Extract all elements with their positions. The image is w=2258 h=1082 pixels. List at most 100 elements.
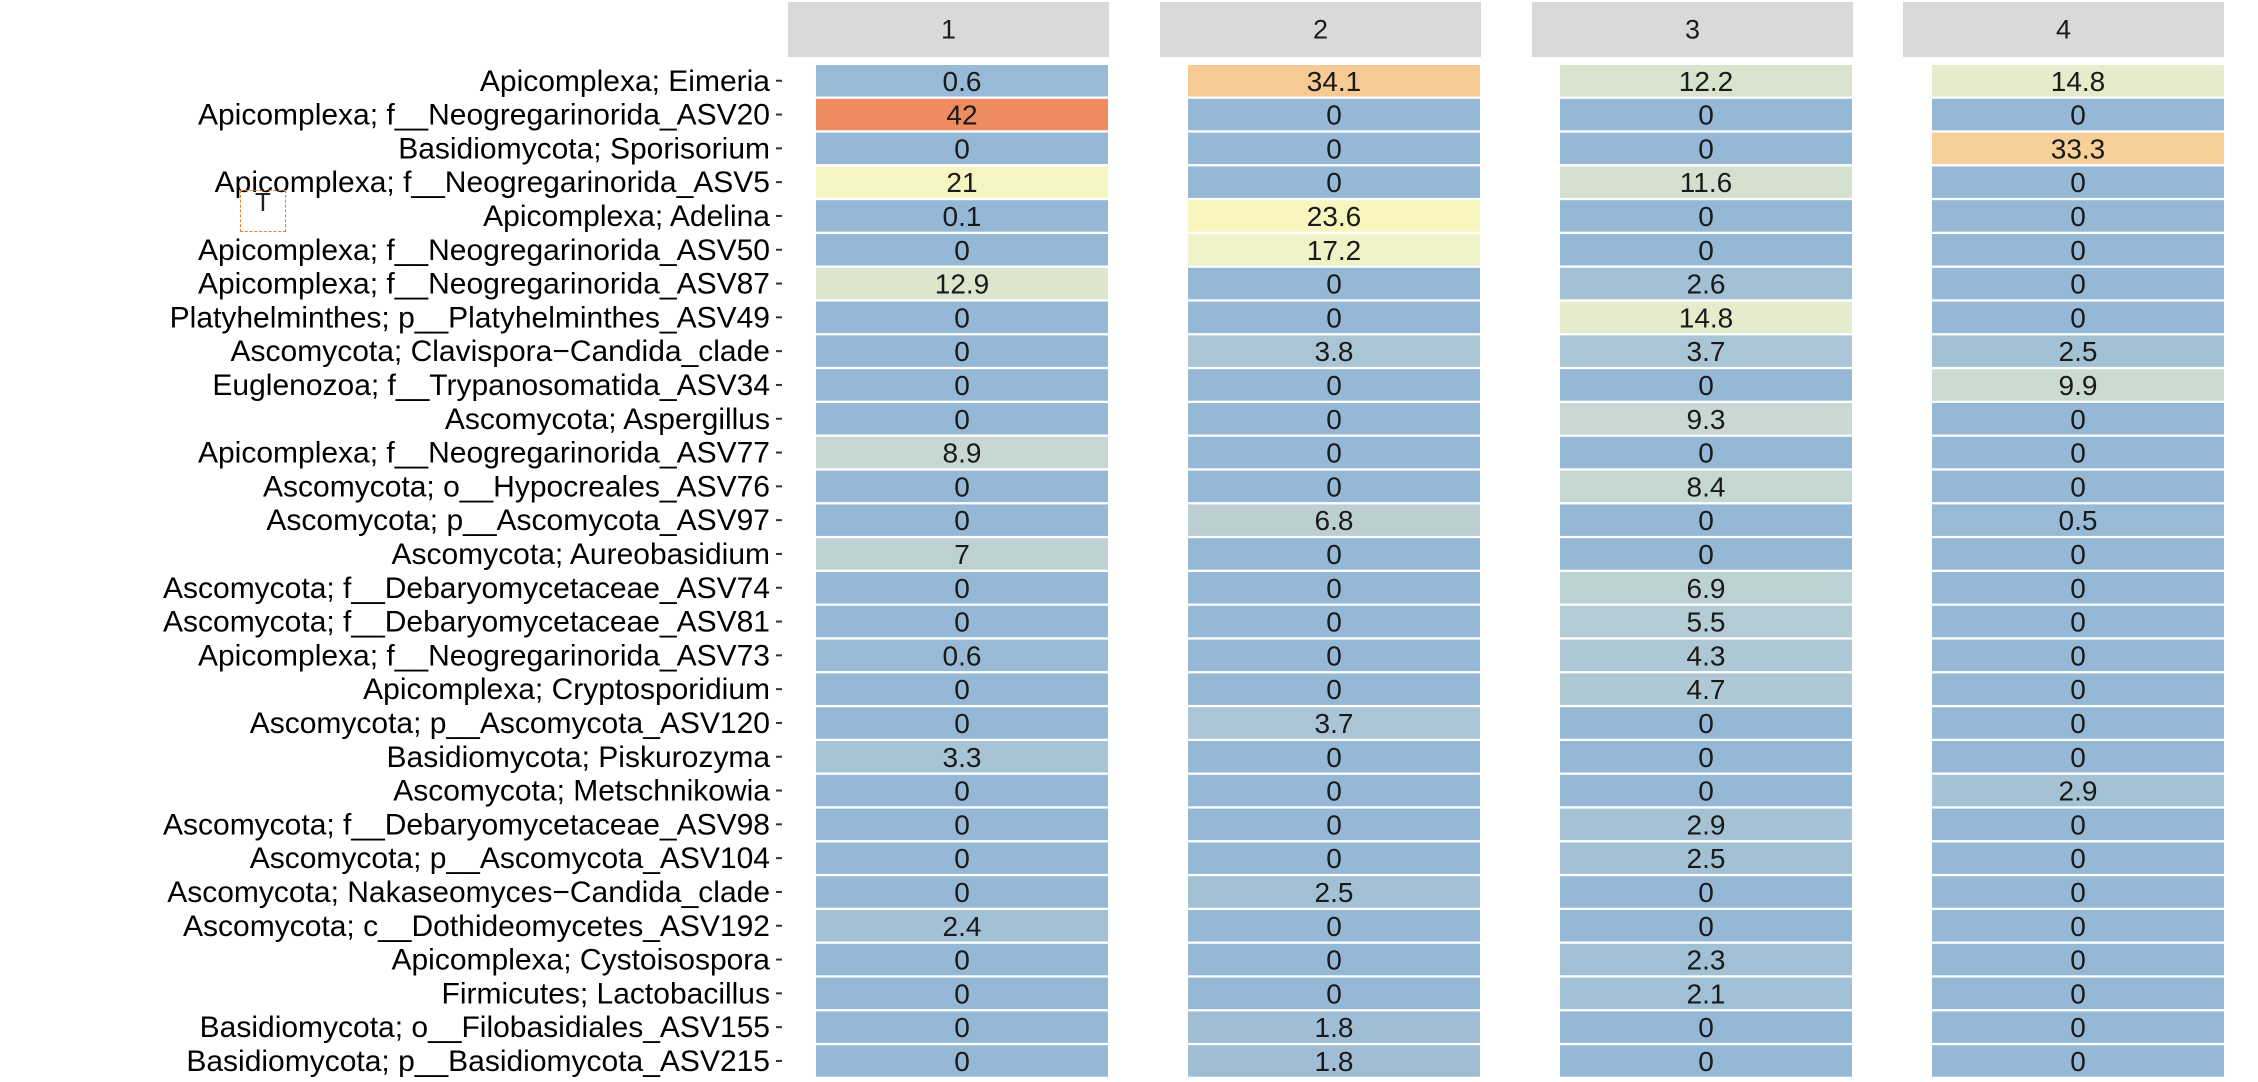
cell-value-label: 0 [2070, 1046, 2086, 1077]
heatmap-cell [1560, 403, 1852, 435]
cell-value-label: 0 [1326, 302, 1342, 333]
heatmap-cell [1188, 741, 1480, 773]
cell-value-label: 2.1 [1687, 978, 1726, 1009]
cell-value-label: 14.8 [1679, 302, 1734, 333]
cell-value-label: 0 [954, 370, 970, 401]
heatmap-cell [1560, 943, 1852, 976]
cell-value-label: 1.8 [1315, 1046, 1354, 1077]
row-label: Ascomycota; Aspergillus [445, 403, 770, 436]
cell-value-label: 0 [1698, 201, 1714, 232]
heatmap-cell [1188, 910, 1480, 942]
heatmap-cell [816, 132, 1108, 165]
cell-value-label: 0 [1326, 809, 1342, 840]
heatmap-cell [1932, 470, 2224, 503]
heatmap-cell [1188, 504, 1480, 536]
row-label: Ascomycota; f__Debaryomycetaceae_ASV74 [163, 572, 770, 605]
row-label: Basidiomycota; p__Basidiomycota_ASV215 [186, 1045, 770, 1078]
cell-value-label: 0 [1698, 1046, 1714, 1077]
cell-value-label: 9.3 [1687, 404, 1726, 435]
cell-value-label: 0 [954, 1046, 970, 1077]
heatmap-cells: 0.6 34.1 12.2 14.842 0 0 00 0 0 33.321 0 11.6 00.1 23… [816, 65, 2224, 1077]
row-label: Apicomplexa; Cryptosporidium [363, 673, 770, 706]
cell-value-label: 0 [2070, 978, 2086, 1009]
row-label: Apicomplexa; f__Neogregarinorida_ASV77 [198, 437, 770, 470]
heatmap-cell [816, 707, 1108, 739]
cell-value-label: 7 [954, 539, 970, 570]
heatmap-cell [1932, 1011, 2224, 1043]
row-label: Apicomplexa; f__Neogregarinorida_ASV50 [198, 234, 770, 267]
heatmap-cell [1188, 335, 1480, 367]
panel-label: 2 [1313, 15, 1328, 45]
heatmap-cell [816, 65, 1108, 97]
heatmap-cell [1560, 267, 1852, 300]
cell-value-label: 0 [954, 505, 970, 536]
cell-value-label: 2.6 [1687, 269, 1726, 300]
cell-value-label: 0 [2070, 269, 2086, 300]
heatmap-cell [1560, 572, 1852, 604]
heatmap-cell [1188, 774, 1480, 807]
cell-value-label: 0 [1326, 843, 1342, 874]
heatmap-cell [1932, 132, 2224, 165]
cell-value-label: 0 [1698, 776, 1714, 807]
cell-value-label: 0 [2070, 1012, 2086, 1043]
row-label: Ascomycota; Metschnikowia [393, 775, 770, 808]
heatmap-cell [1560, 65, 1852, 97]
cell-value-label: 0 [2070, 843, 2086, 874]
heatmap-cell [1932, 707, 2224, 739]
heatmap-cell [1932, 639, 2224, 672]
heatmap-cell [1560, 977, 1852, 1010]
heatmap-cell [1188, 470, 1480, 503]
heatmap-cell [1188, 943, 1480, 976]
cell-value-label: 2.5 [2059, 336, 2098, 367]
heatmap-cell [1188, 65, 1480, 97]
heatmap-cell [1188, 369, 1480, 401]
heatmap-cell [1932, 538, 2224, 570]
row-label: Platyhelminthes; p__Platyhelminthes_ASV4… [170, 301, 770, 334]
heatmap-cell [816, 166, 1108, 198]
heatmap-cell [1188, 267, 1480, 300]
cell-value-label: 0 [1326, 742, 1342, 773]
row-label: Ascomycota; p__Ascomycota_ASV97 [266, 504, 770, 537]
heatmap-cell [1560, 132, 1852, 165]
cell-value-label: 33.3 [2051, 133, 2106, 164]
panel-strip-2 [1160, 2, 1481, 57]
heatmap-cell [816, 200, 1108, 232]
heatmap-cell [1188, 166, 1480, 198]
heatmap-cell [1932, 605, 2224, 638]
heatmap-cell [816, 741, 1108, 773]
heatmap-cell [1188, 673, 1480, 705]
cell-value-label: 0 [2070, 674, 2086, 705]
cell-value-label: 0 [2070, 201, 2086, 232]
cell-value-label: 0 [2070, 573, 2086, 604]
cell-value-label: 0 [1698, 708, 1714, 739]
heatmap-cell [1932, 65, 2224, 97]
heatmap-cell [1188, 301, 1480, 334]
cell-value-label: 0 [1326, 573, 1342, 604]
heatmap-cell [816, 267, 1108, 300]
cell-value-label: 0 [1326, 167, 1342, 198]
cell-value-label: 0 [954, 471, 970, 502]
heatmap-cell [1560, 504, 1852, 536]
row-label: Ascomycota; c__Dothideomycetes_ASV192 [183, 910, 770, 943]
heatmap-cell [1188, 1045, 1480, 1077]
cell-value-label: 0 [954, 404, 970, 435]
heatmap-cell [1560, 1045, 1852, 1077]
row-label: Ascomycota; f__Debaryomycetaceae_ASV98 [163, 808, 770, 841]
cell-value-label: 42 [946, 100, 977, 131]
cell-value-label: 0 [2070, 539, 2086, 570]
heatmap-cell [1188, 200, 1480, 232]
heatmap-cell [1560, 436, 1852, 469]
cell-value-label: 8.9 [943, 438, 982, 469]
cell-value-label: 0 [2070, 404, 2086, 435]
cell-value-label: 0 [1698, 877, 1714, 908]
row-label: Apicomplexa; Eimeria [480, 65, 770, 98]
cell-value-label: 0 [1698, 133, 1714, 164]
cell-value-label: 0 [954, 843, 970, 874]
cell-value-label: 0 [1326, 269, 1342, 300]
cell-value-label: 0 [1326, 911, 1342, 942]
heatmap-cell [1560, 538, 1852, 570]
cell-value-label: 2.3 [1687, 945, 1726, 976]
heatmap-cell [1932, 98, 2224, 131]
row-label: Ascomycota; p__Ascomycota_ASV120 [250, 707, 770, 740]
heatmap-cell [1188, 1011, 1480, 1043]
